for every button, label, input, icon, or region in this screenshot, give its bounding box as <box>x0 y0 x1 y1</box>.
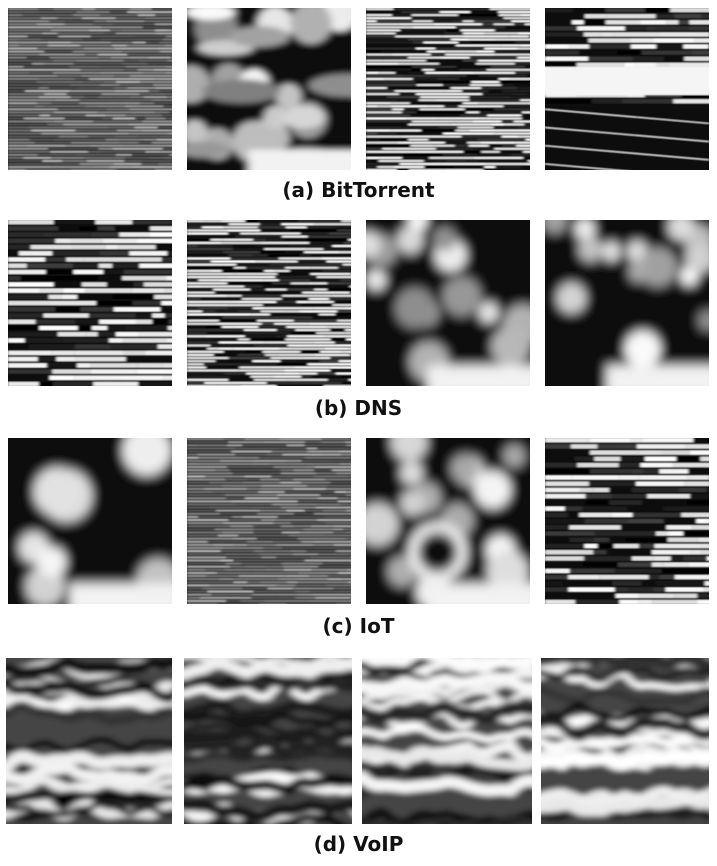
bittorrent-tile-1 <box>8 8 172 170</box>
bittorrent-tile-1-texture <box>8 8 172 170</box>
bittorrent-tile-3 <box>366 8 530 170</box>
caption-iot: (c) IoT <box>322 614 395 638</box>
iot-tile-1 <box>8 438 172 604</box>
iot-tile-2 <box>187 438 351 604</box>
dns-tile-4 <box>545 220 709 386</box>
bittorrent-tile-4 <box>545 8 709 170</box>
iot-tile-4-texture <box>545 438 709 604</box>
dns-tile-4-texture <box>545 220 709 386</box>
voip-tile-2 <box>184 658 352 824</box>
bittorrent-tile-2-texture <box>187 8 351 170</box>
voip-tile-4-texture <box>541 658 709 824</box>
dns-tile-2-texture <box>187 220 351 386</box>
dns-tile-3-texture <box>366 220 530 386</box>
iot-tile-3-texture <box>366 438 530 604</box>
caption-voip: (d) VoIP <box>313 832 404 856</box>
voip-tile-3-texture <box>362 658 532 824</box>
iot-tile-1-texture <box>8 438 172 604</box>
iot-tile-3 <box>366 438 530 604</box>
voip-tile-2-texture <box>184 658 352 824</box>
voip-tile-3 <box>362 658 532 824</box>
dns-tile-2 <box>187 220 351 386</box>
caption-bittorrent: (a) BitTorrent <box>282 178 435 202</box>
bittorrent-tile-4-texture <box>545 8 709 170</box>
dns-tile-1-texture <box>8 220 172 386</box>
dns-tile-3 <box>366 220 530 386</box>
iot-tile-4 <box>545 438 709 604</box>
bittorrent-tile-3-texture <box>366 8 530 170</box>
voip-tile-4 <box>541 658 709 824</box>
iot-tile-2-texture <box>187 438 351 604</box>
bittorrent-tile-2 <box>187 8 351 170</box>
dns-tile-1 <box>8 220 172 386</box>
voip-tile-1-texture <box>6 658 172 824</box>
voip-tile-1 <box>6 658 172 824</box>
caption-dns: (b) DNS <box>314 396 403 420</box>
